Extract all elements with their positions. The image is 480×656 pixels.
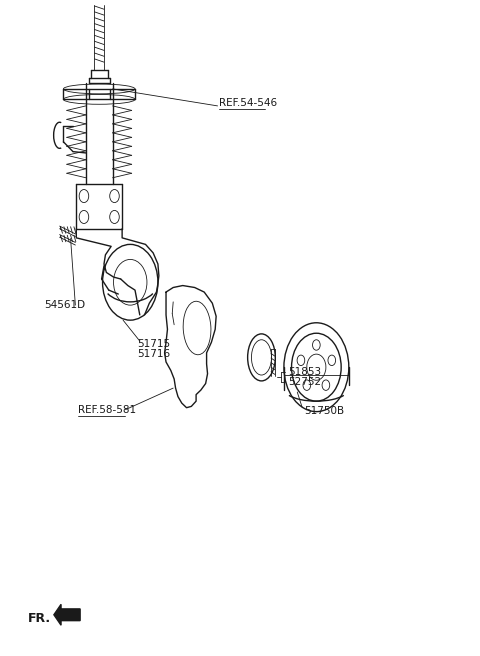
Text: REF.58-581: REF.58-581	[78, 405, 136, 415]
Polygon shape	[54, 604, 80, 625]
Text: 54561D: 54561D	[44, 300, 85, 310]
Text: 51716: 51716	[137, 349, 170, 359]
Text: 51750B: 51750B	[304, 406, 345, 416]
Text: 51853: 51853	[288, 367, 321, 377]
Text: 51715: 51715	[137, 339, 170, 350]
Text: REF.54-546: REF.54-546	[218, 98, 276, 108]
Text: FR.: FR.	[28, 612, 51, 625]
Text: 52752: 52752	[288, 377, 321, 386]
